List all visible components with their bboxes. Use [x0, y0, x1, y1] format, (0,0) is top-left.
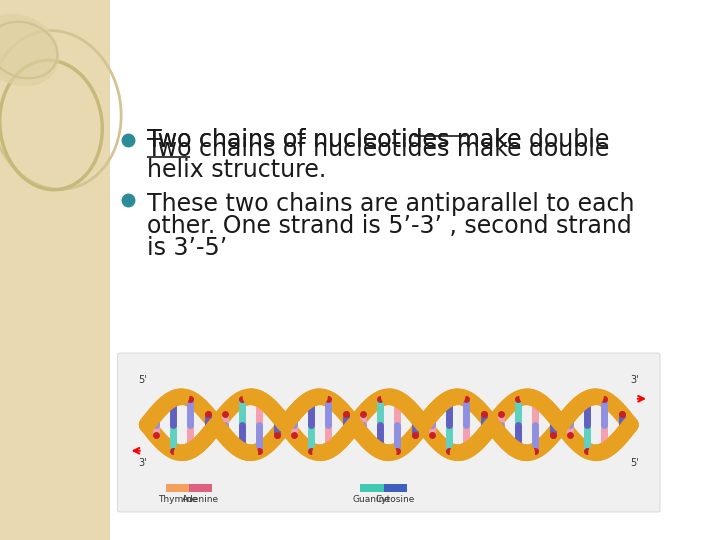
Text: Adenine: Adenine — [182, 495, 219, 504]
Text: 3': 3' — [138, 458, 147, 468]
Text: Thymine: Thymine — [158, 495, 197, 504]
Text: Two chains of nucleotides make: Two chains of nucleotides make — [147, 128, 529, 152]
Ellipse shape — [0, 14, 59, 86]
Text: Two chains of nucleotides make double: Two chains of nucleotides make double — [147, 137, 610, 161]
Text: 3': 3' — [631, 375, 639, 384]
Bar — [166, 484, 189, 492]
Text: Two chains of nucleotides make double: Two chains of nucleotides make double — [147, 128, 610, 152]
Bar — [110, 0, 667, 540]
Bar — [384, 484, 407, 492]
Text: is 3’-5’: is 3’-5’ — [147, 236, 228, 260]
Text: other. One strand is 5’-3’ , second strand: other. One strand is 5’-3’ , second stra… — [147, 214, 632, 238]
Bar — [361, 484, 384, 492]
FancyBboxPatch shape — [117, 353, 660, 512]
Bar — [189, 484, 212, 492]
Text: helix structure.: helix structure. — [147, 158, 326, 182]
Text: Guanine: Guanine — [353, 495, 391, 504]
Bar — [0, 0, 110, 540]
Text: 5': 5' — [631, 458, 639, 468]
Text: These two chains are antiparallel to each: These two chains are antiparallel to eac… — [147, 192, 635, 216]
Text: Cytosine: Cytosine — [376, 495, 415, 504]
Text: 5': 5' — [138, 375, 147, 384]
